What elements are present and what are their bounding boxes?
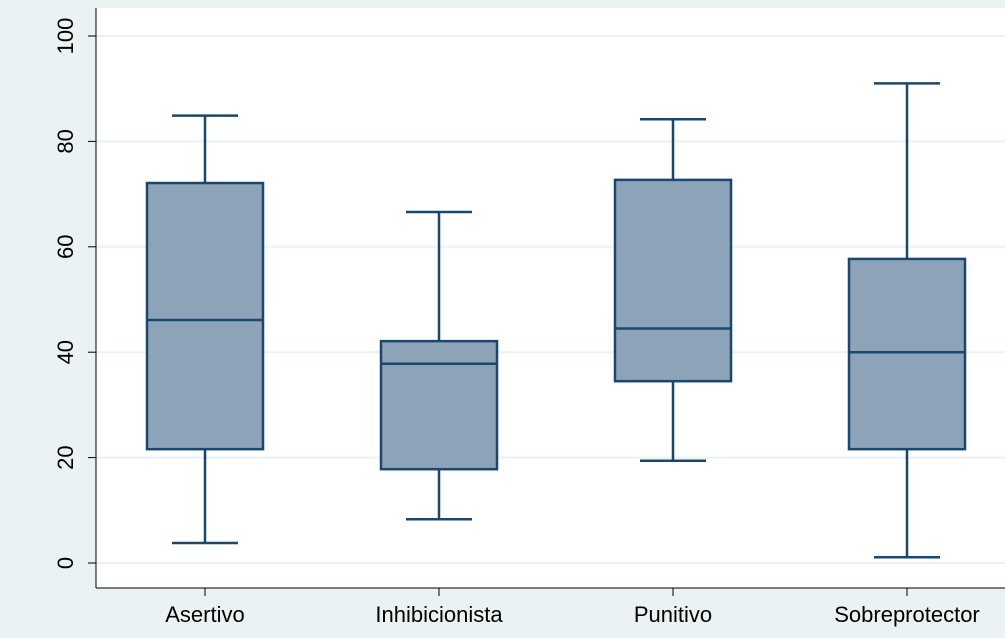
box-inhibicionista (379, 210, 499, 521)
x-tick-label-inhibicionista: Inhibicionista (375, 602, 503, 627)
x-axis-ticks: Asertivo Inhibicionista Punitivo Sobreprote… (165, 588, 980, 627)
y-tick-label-40: 40 (53, 340, 78, 364)
x-tick-label-punitivo: Punitivo (634, 602, 712, 627)
y-tick-label-100: 100 (53, 18, 78, 55)
x-tick-label-asertivo: Asertivo (165, 602, 244, 627)
y-tick-label-0: 0 (53, 557, 78, 569)
y-tick-label-80: 80 (53, 129, 78, 153)
iqr-box (145, 181, 265, 451)
box-punitivo (613, 118, 733, 463)
box-asertivo (145, 114, 265, 545)
box-sobreprotector (847, 82, 967, 559)
iqr-box (847, 257, 967, 451)
y-tick-label-60: 60 (53, 235, 78, 259)
y-tick-label-20: 20 (53, 445, 78, 469)
iqr-box (379, 339, 499, 471)
y-axis-ticks: 0 20 40 60 80 100 (53, 18, 96, 569)
iqr-box (613, 178, 733, 383)
boxes (145, 82, 967, 559)
x-tick-label-sobreprotector: Sobreprotector (834, 602, 980, 627)
